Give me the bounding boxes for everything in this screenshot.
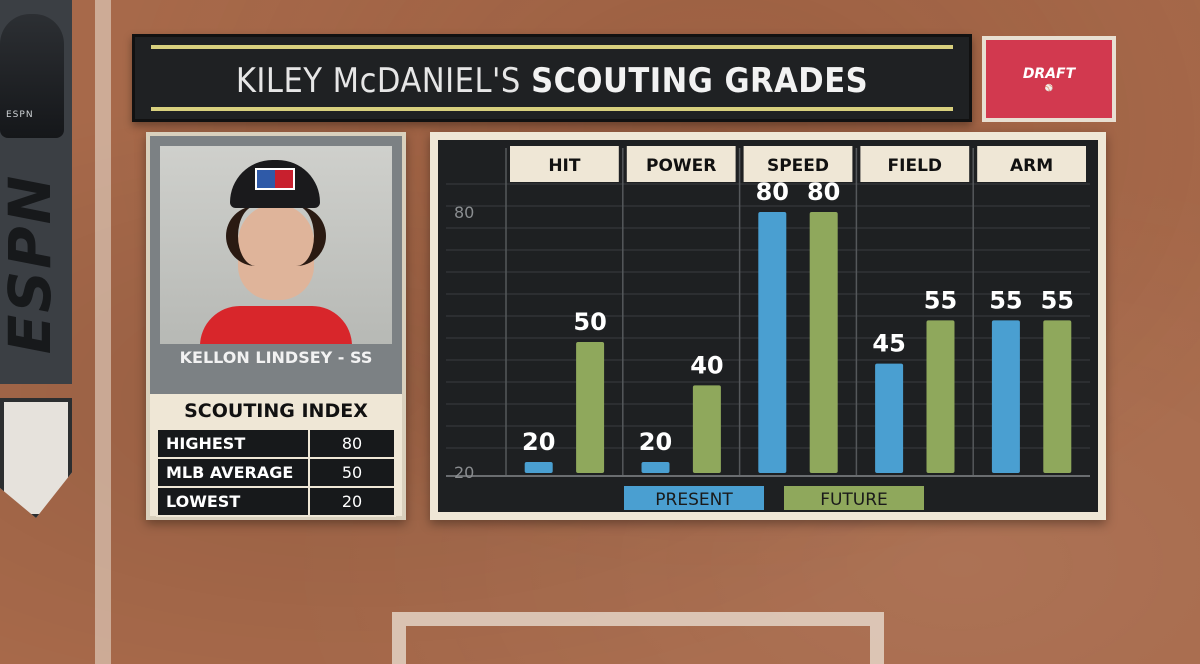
player-photo [160,146,392,344]
network-strip: ESPN ESPN [0,0,72,384]
index-value: 80 [308,428,396,459]
bar-present [991,320,1020,473]
batters-box-line [392,612,884,664]
data-label: 55 [1041,286,1074,314]
page-title: KILEY McDANIEL'S SCOUTING GRADES [135,61,969,101]
category-header-box [860,146,970,182]
chart-area: 80 20 HIT POWER SPEED FIELD ARM 20 50 20 40 80 80 45 5… [438,140,1098,512]
table-row: MLB AVERAGE 50 [156,457,396,488]
category-header-box [510,146,619,182]
data-label: 45 [872,330,905,358]
bar-future [692,385,721,473]
bar-future [1043,320,1072,473]
foul-line [95,0,111,664]
network-logo: ESPN [0,173,65,355]
title-banner: KILEY McDANIEL'S SCOUTING GRADES [132,34,972,122]
helmet-icon: ESPN [0,14,64,138]
bar-present [875,363,904,473]
category-label: SPEED [767,156,829,176]
category-header-box [977,146,1086,182]
index-value: 50 [308,457,396,488]
player-jersey [200,306,352,344]
bar-future [926,320,955,473]
data-label: 50 [573,308,606,336]
data-label: 55 [924,286,957,314]
chart-panel: 80 20 HIT POWER SPEED FIELD ARM 20 50 20 40 80 80 45 5… [430,132,1106,520]
bar-future [576,342,605,473]
data-label: 20 [639,428,672,456]
index-label: MLB AVERAGE [156,457,310,488]
table-row: HIGHEST 80 [156,428,396,459]
player-name: KELLON LINDSEY - SS [179,348,373,367]
index-label: LOWEST [156,486,310,517]
cap-logo-icon [255,168,295,190]
scouting-index-title: SCOUTING INDEX [184,400,368,422]
index-label: HIGHEST [156,428,310,459]
data-label: 20 [522,428,555,456]
scouting-index-table: HIGHEST 80 MLB AVERAGE 50 LOWEST 20 [156,428,396,517]
category-label: FIELD [888,156,943,176]
scouting-grades-chart: 80 20 HIT POWER SPEED FIELD ARM 20 50 20 40 80 80 45 5… [446,146,1090,510]
player-hair [226,206,326,266]
draft-logo: DRAFT ⚾ [982,36,1116,122]
category-label: POWER [646,156,716,176]
data-label: 80 [807,178,840,206]
table-row: LOWEST 20 [156,486,396,517]
title-bold: SCOUTING GRADES [531,61,869,101]
bar-present [524,462,553,473]
legend-label: FUTURE [820,490,888,510]
category-label: HIT [548,156,581,176]
banner-rail-bottom [151,107,953,111]
draft-logo-text: DRAFT [1022,66,1076,82]
legend-swatch-present [624,486,764,510]
data-label: 80 [756,178,789,206]
category-label: ARM [1010,156,1053,176]
y-tick-label: 20 [454,463,474,482]
bar-present [641,462,670,473]
player-card: KELLON LINDSEY - SS SCOUTING INDEX HIGHE… [146,132,406,520]
player-photo-frame: KELLON LINDSEY - SS [150,136,402,394]
draft-logo-mark: ⚾ [1044,84,1054,92]
title-normal: KILEY McDANIEL'S [235,61,521,101]
category-header-box [743,146,853,182]
y-tick-label: 80 [454,203,474,222]
index-value: 20 [308,486,396,517]
home-plate-icon [0,398,72,518]
category-header-box [626,146,736,182]
banner-rail-top [151,45,953,49]
bar-present [758,212,787,473]
helmet-label: ESPN [6,110,34,120]
legend-swatch-future [784,486,924,510]
legend-label: PRESENT [655,490,733,510]
bar-future [809,212,838,473]
data-label: 55 [989,286,1022,314]
data-label: 40 [690,351,723,379]
